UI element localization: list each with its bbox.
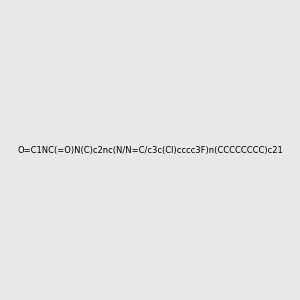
Text: O=C1NC(=O)N(C)c2nc(N/N=C/c3c(Cl)cccc3F)n(CCCCCCCC)c21: O=C1NC(=O)N(C)c2nc(N/N=C/c3c(Cl)cccc3F)n… — [17, 146, 283, 154]
